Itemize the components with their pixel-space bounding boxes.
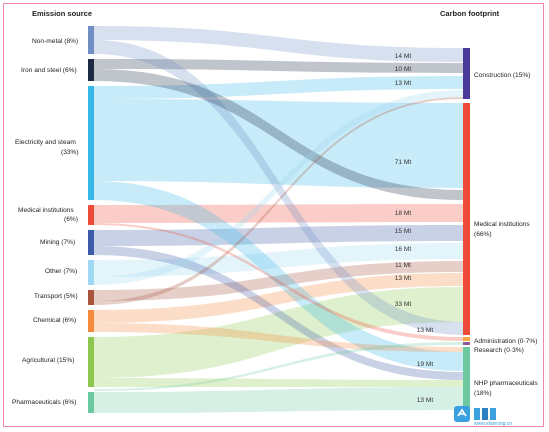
flow-label: 16 Mt bbox=[395, 246, 412, 253]
flow-label: 71 Mt bbox=[395, 159, 412, 166]
target-node-nhp bbox=[463, 347, 470, 410]
source-node-chemical bbox=[88, 310, 94, 332]
target-label-admin: Administration (0·7%) bbox=[474, 338, 537, 345]
target-node-research bbox=[463, 342, 470, 345]
svg-text:www.elanrong.cn: www.elanrong.cn bbox=[474, 421, 512, 427]
flow-label: 10 Mt bbox=[395, 66, 412, 73]
source-label-other: Other (7%) bbox=[45, 268, 77, 275]
flow-ribbon-other-to-construction bbox=[94, 90, 463, 285]
source-label-transport: Transport (5%) bbox=[34, 293, 78, 300]
flow-label: 14 Mt bbox=[395, 53, 412, 60]
flow-ribbon-nonmetal-to-construction bbox=[94, 26, 463, 62]
source-node-pharma bbox=[88, 392, 94, 413]
source-label-electricity: Electricity and steam bbox=[15, 139, 76, 146]
flow-ribbon-electricity-to-medical bbox=[94, 99, 463, 188]
flow-label: 13 Mt bbox=[395, 80, 412, 87]
target-node-construction bbox=[463, 48, 470, 99]
watermark-logo: www.elanrong.cn bbox=[453, 403, 545, 427]
flow-ribbon-chemical-to-nhp bbox=[94, 323, 463, 352]
figure-border bbox=[3, 3, 544, 427]
flow-ribbon-transport-to-construction bbox=[94, 97, 463, 305]
flow-ribbon-mining-to-medical bbox=[94, 225, 463, 246]
source-label-agricultural: Agricultural (15%) bbox=[22, 357, 74, 364]
target-header: Carbon footprint bbox=[440, 9, 500, 18]
flow-label: 33 Mt bbox=[395, 301, 412, 308]
target-label-construction: Construction (15%) bbox=[474, 72, 530, 79]
source-label-iron: Iron and steel (6%) bbox=[21, 67, 77, 74]
flow-ribbon-electricity-to-construction bbox=[94, 76, 463, 99]
source-node-electricity bbox=[88, 86, 94, 200]
source-node-medinst bbox=[88, 205, 94, 225]
source-label-medinst-pct: (6%) bbox=[64, 216, 78, 223]
target-node-admin bbox=[463, 337, 470, 341]
source-node-nonmetal bbox=[88, 26, 94, 54]
target-label-nhp-pct: (18%) bbox=[474, 390, 492, 397]
target-label-research: Research (0·3%) bbox=[474, 347, 524, 354]
flow-ribbon-medinst-to-medical bbox=[94, 204, 463, 223]
source-header: Emission source bbox=[32, 9, 92, 18]
source-label-electricity-pct: (33%) bbox=[61, 149, 79, 156]
flow-label: 13 Mt bbox=[417, 327, 434, 334]
flow-ribbons bbox=[94, 26, 463, 413]
source-label-nonmetal: Non-metal (8%) bbox=[32, 38, 78, 45]
source-label-mining: Mining (7%) bbox=[40, 239, 75, 246]
flow-ribbon-mining-to-nhp bbox=[94, 246, 463, 380]
target-label-nhp: NHP pharmaceuticals bbox=[474, 380, 538, 387]
source-node-transport bbox=[88, 290, 94, 305]
source-nodes bbox=[88, 26, 94, 413]
source-node-mining bbox=[88, 230, 94, 255]
flow-label: 18 Mt bbox=[395, 210, 412, 217]
flow-ribbon-medinst-to-admin bbox=[94, 223, 463, 341]
flow-label: 15 Mt bbox=[395, 228, 412, 235]
watermark-icon: www.elanrong.cn bbox=[454, 406, 512, 427]
source-node-iron bbox=[88, 59, 94, 81]
target-node-medical bbox=[463, 103, 470, 335]
source-node-agricultural bbox=[88, 337, 94, 387]
flow-ribbon-agricultural-to-nhp bbox=[94, 378, 463, 387]
flow-label: 13 Mt bbox=[395, 275, 412, 282]
flow-ribbon-pharma-to-research bbox=[94, 342, 463, 391]
source-node-other bbox=[88, 260, 94, 285]
flow-label: 19 Mt bbox=[417, 361, 434, 368]
flow-label: 11 Mt bbox=[395, 262, 411, 269]
target-label-medical-pct: (66%) bbox=[474, 231, 492, 238]
target-label-medical: Medical institutions bbox=[474, 221, 530, 228]
flow-ribbon-chemical-to-medical bbox=[94, 273, 463, 323]
flow-ribbon-agricultural-to-medical bbox=[94, 287, 463, 378]
target-nodes bbox=[463, 48, 470, 410]
flow-ribbon-pharma-to-nhp bbox=[94, 387, 463, 413]
source-label-medinst: Medical institutions bbox=[18, 207, 74, 214]
source-label-chemical: Chemical (6%) bbox=[33, 317, 76, 324]
flow-ribbon-iron-to-medical bbox=[94, 69, 463, 200]
flow-ribbon-other-to-medical bbox=[94, 243, 463, 277]
flow-ribbon-iron-to-construction bbox=[94, 59, 463, 73]
flow-label: 13 Mt bbox=[417, 397, 434, 404]
flow-ribbon-nonmetal-to-medical bbox=[94, 40, 463, 335]
flow-ribbon-electricity-to-nhp bbox=[94, 181, 463, 371]
flow-ribbon-transport-to-medical bbox=[94, 261, 463, 301]
source-label-pharma: Pharmaceuticals (6%) bbox=[12, 399, 77, 406]
